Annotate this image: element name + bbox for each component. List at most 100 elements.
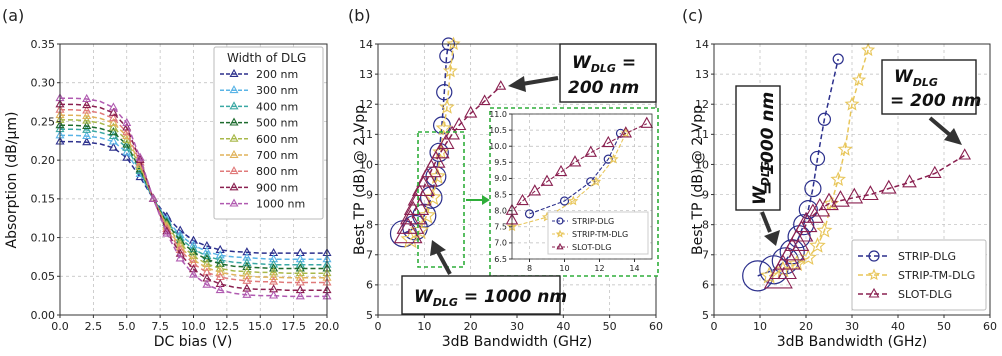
y-tick-label: 13 — [695, 68, 709, 81]
y-tick-label: 8.5 — [494, 190, 507, 199]
legend-marker — [867, 268, 881, 281]
data-point — [442, 63, 458, 78]
panel-c-callout-1000-box — [735, 85, 781, 211]
panel-b-callout-1000: WDLG = 1000 nm — [401, 240, 567, 315]
panel-c-legend: STRIP-DLG STRIP-TM-DLG SLOT-DLG — [851, 239, 987, 311]
panel-c: 0 10 20 30 40 50 60 5 6 7 8 9 10 11 12 13 14 3dB Bandwid… — [690, 38, 997, 350]
inset-legend-marker — [556, 217, 564, 225]
x-tick-label: 15.0 — [248, 320, 273, 333]
legend-marker — [229, 182, 239, 191]
data-point — [202, 251, 212, 260]
panel-b-zoom-box — [417, 131, 465, 268]
data-point — [108, 136, 118, 145]
series-SLOT-DLG — [393, 80, 507, 244]
data-point — [202, 279, 212, 288]
data-point — [396, 209, 425, 234]
y-tick-label: 8 — [366, 219, 373, 232]
data-point — [269, 290, 279, 299]
data-point — [202, 254, 212, 263]
data-point — [433, 116, 451, 135]
x-tick-label: 7.5 — [151, 320, 169, 333]
data-point — [295, 291, 305, 300]
data-point — [215, 254, 225, 263]
inset-data-point — [608, 153, 619, 164]
panel-b-inset-series — [505, 116, 654, 232]
data-point — [242, 266, 252, 275]
y-tick-label: 0.10 — [31, 231, 56, 244]
inset-legend-marker — [556, 242, 564, 250]
data-point — [832, 53, 844, 65]
data-point — [122, 117, 132, 126]
y-tick-label: 6 — [702, 279, 709, 292]
data-point — [215, 263, 225, 272]
data-point — [108, 142, 118, 151]
y-tick-label: 10 — [695, 158, 709, 171]
panel-c-legend-box — [851, 239, 987, 311]
inset-data-point — [640, 116, 654, 128]
data-point — [426, 150, 446, 168]
data-point — [799, 248, 817, 265]
data-point — [817, 112, 832, 126]
x-tick-label: 17.5 — [281, 320, 306, 333]
y-tick-label: 5 — [702, 309, 709, 322]
data-point — [451, 117, 467, 131]
data-point — [82, 110, 92, 119]
data-point — [478, 94, 491, 106]
panel-label-b: (b) — [348, 6, 371, 25]
data-point — [804, 179, 822, 198]
data-point — [108, 122, 118, 131]
panel-a-legend: Width of DLG 200 nm 300 nm 400 nm 500 nm 600… — [213, 46, 324, 220]
panel-c-callout-1000-arrow — [760, 211, 772, 233]
y-tick-label: 8 — [702, 219, 709, 232]
panel-c-ticks: 0 10 20 30 40 50 60 5 6 7 8 9 10 11 12 13 14 — [695, 38, 997, 333]
x-tick-label: 40 — [891, 320, 905, 333]
x-tick-label: 30 — [845, 320, 859, 333]
panel-c-callout-200-line2: = 200 nm — [890, 91, 981, 111]
data-point — [830, 171, 846, 187]
panel-b-callout-200-box — [559, 43, 657, 103]
panel-c-callout-1000-arrowhead — [764, 230, 780, 246]
y-tick-label: 12 — [695, 98, 709, 111]
data-point — [295, 277, 305, 286]
x-tick-label: 0 — [375, 320, 382, 333]
inset-data-point — [559, 196, 570, 206]
data-point — [788, 254, 806, 272]
data-point — [295, 272, 305, 281]
data-point — [188, 251, 199, 260]
data-point — [417, 205, 436, 224]
legend-label: 900 nm — [256, 181, 298, 194]
data-point — [175, 225, 185, 234]
data-point — [295, 259, 305, 268]
data-point — [432, 143, 449, 160]
legend-marker — [229, 133, 239, 142]
inset-series-STRIP-TM-DLG — [506, 127, 631, 232]
panel-c-callout-200: WDLG = 200 nm — [881, 59, 981, 145]
data-point — [188, 254, 199, 263]
legend-marker — [229, 166, 239, 175]
panel-c-callout-200-box — [881, 59, 977, 115]
panel-label-c: (c) — [682, 6, 703, 25]
data-point — [793, 214, 815, 236]
data-point — [831, 190, 850, 207]
y-tick-label: 8.0 — [494, 206, 507, 215]
data-point — [108, 107, 118, 116]
data-point — [122, 152, 132, 161]
y-tick-label: 11 — [695, 128, 709, 141]
inset-series-line — [511, 133, 627, 228]
legend-marker — [868, 287, 880, 298]
data-point — [215, 250, 225, 259]
legend-label: 400 nm — [256, 100, 298, 113]
data-point — [188, 235, 199, 244]
panel-b-callout-1000-arrow — [436, 251, 452, 275]
panel-b-callout-1000-arrowhead — [430, 240, 446, 256]
series-line — [60, 119, 327, 274]
data-point — [495, 80, 507, 90]
data-point — [798, 200, 818, 220]
legend-label: 800 nm — [256, 165, 298, 178]
panel-a-ylabel: Absorption (dB/μm) — [4, 112, 20, 249]
data-point — [215, 258, 225, 267]
data-point — [421, 158, 442, 178]
panel-a-legend-items: 200 nm 300 nm 400 nm 500 nm 600 nm 700 nm 800 … — [220, 68, 305, 211]
panel-b-callout-200: WDLG = 200 nm — [508, 43, 657, 103]
data-point — [175, 253, 185, 262]
